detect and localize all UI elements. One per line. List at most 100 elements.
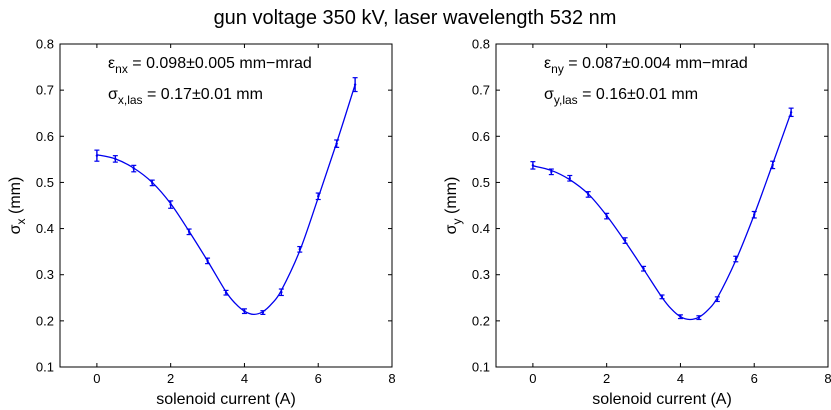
right-chart-sigma-y: 0 2 4 6 8 0.1 0.2 0.3 0.4 0.5 0.6 0.7 0.8 solenoid cu… [443,37,831,409]
data-point [641,265,647,272]
point-marker [716,297,719,301]
y-tick-label: 0.1 [472,360,490,375]
data-point [168,200,174,209]
data-point [770,160,776,170]
point-marker [114,157,117,161]
data-point [659,294,665,300]
y-tick-label: 0.2 [36,313,54,328]
data-point [530,161,536,170]
data-point [278,288,284,297]
y-tick-label: 0.7 [472,83,490,98]
data-point [131,164,137,173]
x-tick-label: 0 [529,371,536,386]
data-point [241,308,247,315]
plot-frame [59,43,393,368]
y-axis-label: σy (mm) [443,177,464,235]
data-point [260,310,266,315]
data-point [205,257,211,265]
y-tick-label: 0.2 [472,313,490,328]
plot-frame [495,43,829,368]
point-marker [298,248,301,251]
annotation-0: εny = 0.087±0.004 mm−mrad [544,55,748,76]
point-marker [261,311,265,314]
point-marker [187,230,191,234]
x-tick-label: 2 [167,371,174,386]
data-point [696,315,702,321]
point-marker [568,177,571,180]
y-tick-label: 0.6 [472,129,490,144]
data-point [315,192,321,201]
data-point [567,174,573,182]
data-point [622,237,628,244]
annotation-0: εnx = 0.098±0.005 mm−mrad [108,55,312,76]
point-marker [623,239,627,242]
y-tick-label: 0.1 [36,360,54,375]
y-axis-label: σx (mm) [7,177,28,235]
fit-curve [532,112,792,321]
x-tick-label: 6 [315,371,322,386]
point-marker [660,295,664,299]
annotation-1: σx,las = 0.17±0.01 mm [108,86,263,107]
figure-title: gun voltage 350 kV, laser wavelength 532… [214,7,617,29]
data-point [604,212,610,220]
x-tick-label: 6 [751,371,758,386]
data-point [585,191,591,198]
x-tick-label: 4 [241,371,248,386]
y-tick-label: 0.7 [36,83,54,98]
point-marker [243,309,246,313]
y-tick-label: 0.8 [36,37,54,52]
x-tick-label: 0 [93,371,100,386]
point-marker [335,142,338,145]
y-tick-label: 0.3 [36,267,54,282]
point-marker [531,164,535,167]
data-point [352,77,358,93]
y-tick-label: 0.4 [36,221,54,236]
point-marker [605,214,608,218]
left-chart-sigma-x: 0 2 4 6 8 0.1 0.2 0.3 0.4 0.5 0.6 0.7 0.8 solenoid cu… [7,37,396,409]
annotation-1: σy,las = 0.16±0.01 mm [544,86,698,107]
point-marker [224,291,228,294]
data-point [733,255,739,263]
point-marker [679,315,682,318]
point-marker [353,83,357,86]
y-tick-label: 0.3 [472,267,490,282]
data-point [548,168,554,176]
point-marker [95,154,99,157]
x-tick-label: 8 [824,371,831,386]
point-marker [642,267,645,270]
point-marker [734,257,737,261]
point-marker [550,170,553,174]
point-marker [206,259,209,263]
data-point [677,314,683,320]
y-tick-label: 0.5 [36,175,54,190]
data-point [788,107,794,118]
x-tick-label: 8 [388,371,395,386]
x-tick-label: 2 [603,371,610,386]
data-point [334,139,340,148]
point-marker [789,111,793,114]
point-marker [132,167,135,170]
y-tick-label: 0.4 [472,221,490,236]
data-point [94,149,100,162]
point-marker [753,213,756,216]
data-point [714,296,720,303]
data-point [112,155,118,163]
point-marker [697,316,701,319]
x-tick-label: 4 [677,371,684,386]
y-tick-label: 0.8 [472,37,490,52]
y-tick-label: 0.5 [472,175,490,190]
data-point [297,245,303,253]
point-marker [169,203,172,206]
data-point [149,179,155,187]
data-point [223,289,229,296]
data-point [186,228,192,236]
x-axis-label: solenoid current (A) [592,391,732,408]
data-point [751,210,757,219]
point-marker [280,291,283,294]
x-axis-label: solenoid current (A) [156,391,296,408]
point-marker [771,163,774,167]
point-marker [151,181,154,185]
y-tick-label: 0.6 [36,129,54,144]
point-marker [587,193,590,196]
